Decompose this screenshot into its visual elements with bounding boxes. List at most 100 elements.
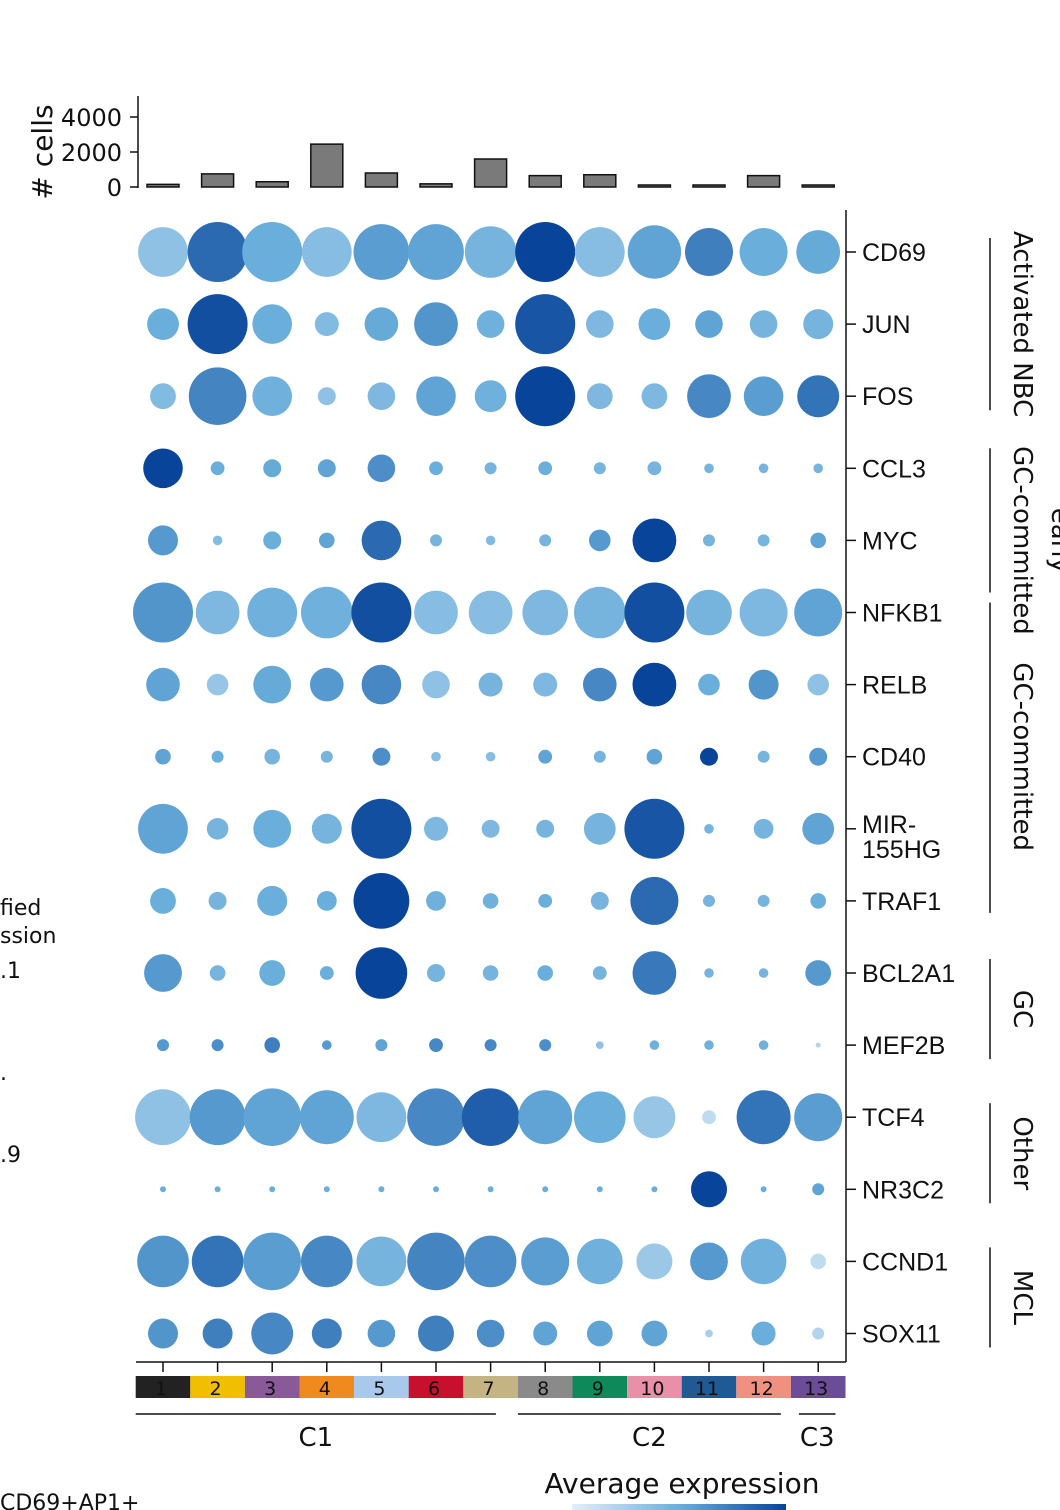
dot-sox11-cluster-10 [641, 1320, 668, 1347]
dot-jun-cluster-5 [364, 307, 399, 341]
cluster-swatch-3 [244, 1376, 300, 1398]
dot-myc-cluster-5 [361, 520, 402, 561]
dot-nfkb1-cluster-12 [739, 588, 788, 637]
dot-relb-cluster-8 [533, 672, 558, 697]
dot-myc-cluster-12 [757, 534, 770, 547]
dot-sox11-cluster-5 [367, 1319, 396, 1348]
dot-nr3c2-cluster-4 [323, 1186, 330, 1193]
cluster-swatch-8 [517, 1376, 573, 1398]
dot-ccnd1-cluster-13 [810, 1253, 826, 1270]
dot-cd40-cluster-4 [320, 750, 333, 763]
dot-nfkb1-cluster-2 [195, 590, 240, 635]
dot-bcl2a1-cluster-10 [632, 951, 677, 995]
dot-tcf4-cluster-9 [574, 1091, 626, 1143]
group-label-text: early [1045, 508, 1060, 573]
dot-mir-155hg-cluster-4 [311, 813, 342, 844]
dot-traf1-cluster-9 [590, 891, 609, 910]
dot-ccnd1-cluster-3 [243, 1232, 301, 1291]
group-label: Activated NBC [1007, 231, 1037, 417]
color-legend-gradient [572, 1504, 786, 1510]
fragment-text: CD69+AP1+ [0, 1491, 139, 1510]
cluster-group-label: C1 [298, 1423, 333, 1453]
dot-nfkb1-cluster-13 [794, 588, 843, 637]
dot-traf1-cluster-10 [630, 876, 679, 925]
bar-cluster-13 [801, 184, 835, 188]
dot-jun-cluster-9 [586, 310, 614, 338]
dot-mir-155hg-cluster-12 [753, 818, 774, 839]
group-label-text: Other [1007, 1116, 1037, 1190]
dot-tcf4-cluster-13 [794, 1093, 843, 1142]
dot-tcf4-cluster-2 [189, 1089, 246, 1146]
cluster-swatch-9 [572, 1376, 628, 1398]
cluster-label-8: 8 [537, 1378, 549, 1400]
bar-cluster-12 [746, 174, 781, 188]
dot-mir-155hg-cluster-1 [138, 803, 188, 854]
dot-cd69-cluster-9 [574, 227, 625, 277]
dot-cd40-cluster-13 [809, 747, 828, 766]
dot-relb-cluster-4 [310, 667, 344, 702]
dot-tcf4-cluster-8 [518, 1090, 573, 1145]
gene-label-nfkb1: NFKB1 [862, 600, 943, 628]
dot-ccnd1-cluster-4 [301, 1235, 353, 1288]
dot-mir-155hg-cluster-9 [583, 812, 616, 845]
dot-nfkb1-cluster-11 [686, 589, 732, 636]
dot-jun-cluster-12 [749, 310, 778, 338]
dot-relb-cluster-11 [698, 673, 720, 696]
dot-ccnd1-cluster-7 [464, 1235, 517, 1288]
dot-cd40-cluster-12 [757, 750, 770, 763]
gene-label-ccnd1: CCND1 [862, 1248, 948, 1276]
dot-cd69-cluster-11 [685, 228, 733, 276]
dot-relb-cluster-9 [583, 667, 617, 702]
gene-label-ccl3: CCL3 [862, 455, 926, 483]
dot-ccl3-cluster-9 [593, 462, 606, 475]
dot-cd69-cluster-6 [408, 224, 464, 280]
dot-myc-cluster-8 [539, 534, 552, 547]
dot-bcl2a1-cluster-13 [805, 960, 832, 986]
dot-tcf4-cluster-4 [299, 1090, 354, 1145]
dot-ccnd1-cluster-5 [356, 1236, 407, 1287]
dot-nfkb1-cluster-5 [351, 582, 412, 643]
cluster-swatch-11 [681, 1376, 737, 1398]
cluster-swatch-4 [299, 1376, 355, 1398]
dot-bcl2a1-cluster-4 [319, 966, 334, 980]
dot-relb-cluster-2 [206, 673, 229, 696]
dot-relb-cluster-7 [478, 672, 503, 697]
dot-mir-155hg-cluster-13 [802, 812, 835, 845]
dot-ccnd1-cluster-11 [690, 1242, 728, 1281]
gene-label-jun: JUN [862, 311, 911, 339]
dot-ccl3-cluster-8 [538, 461, 553, 476]
gene-label-cd40: CD40 [862, 744, 926, 772]
dot-mef2b-cluster-10 [649, 1040, 660, 1050]
dot-jun-cluster-11 [695, 310, 723, 338]
dot-cd40-cluster-6 [431, 751, 441, 762]
dot-relb-cluster-12 [748, 669, 779, 700]
dot-tcf4-cluster-10 [633, 1096, 676, 1139]
dot-fos-cluster-4 [317, 387, 336, 406]
dot-nfkb1-cluster-1 [133, 582, 193, 643]
bar-cluster-3 [255, 181, 289, 188]
dot-ccl3-cluster-3 [263, 459, 282, 478]
dot-nfkb1-cluster-8 [522, 589, 568, 636]
dot-fos-cluster-3 [252, 376, 292, 417]
dot-jun-cluster-13 [803, 309, 834, 340]
cluster-swatch-5 [354, 1376, 409, 1398]
dot-cd69-cluster-8 [515, 222, 576, 282]
dot-mef2b-cluster-8 [539, 1039, 552, 1052]
dot-nfkb1-cluster-9 [574, 586, 626, 639]
dot-sox11-cluster-9 [586, 1320, 613, 1347]
dot-cd69-cluster-10 [627, 225, 682, 279]
dot-mir-155hg-cluster-10 [624, 798, 685, 859]
gene-label-mir-155hg: MIR- [862, 811, 916, 839]
dot-traf1-cluster-1 [150, 888, 176, 914]
dot-cd40-cluster-3 [264, 748, 281, 765]
dot-nr3c2-cluster-1 [160, 1186, 166, 1193]
dot-mef2b-cluster-12 [758, 1040, 769, 1050]
bar-cluster-10 [637, 184, 672, 188]
dot-bcl2a1-cluster-11 [704, 968, 714, 978]
dot-cd69-cluster-13 [796, 230, 841, 274]
bar-cluster-5 [364, 172, 399, 188]
gene-label-relb: RELB [862, 672, 927, 700]
dot-sox11-cluster-1 [148, 1318, 178, 1349]
dot-mir-155hg-cluster-5 [351, 798, 412, 859]
bars [146, 143, 835, 188]
